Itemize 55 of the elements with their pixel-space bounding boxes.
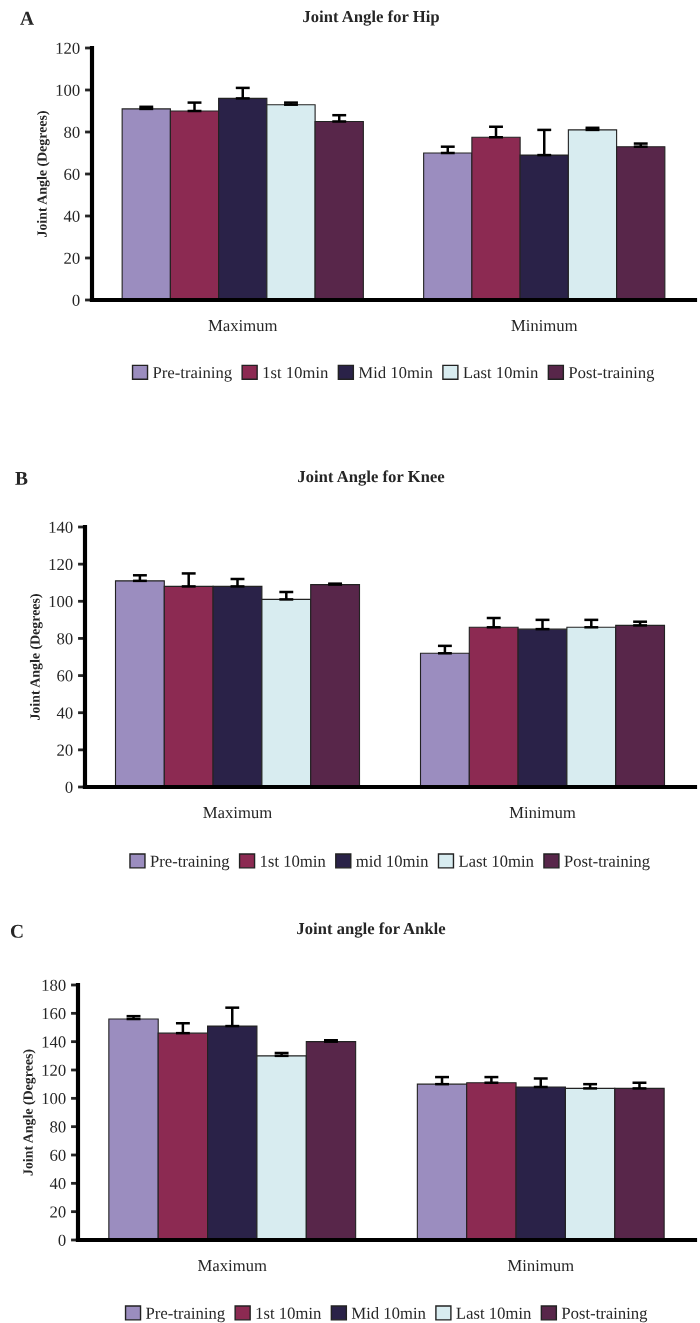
legend-label: Pre-training	[146, 1307, 225, 1323]
text: A	[20, 11, 34, 25]
y-tick-label: 40	[63, 210, 80, 222]
y-tick-label: 120	[49, 558, 73, 571]
legend-label: mid 10min	[356, 855, 429, 867]
legend-label: Pre-training	[153, 367, 232, 382]
y-tick-label: 80	[64, 126, 80, 138]
y-tick-label: 100	[56, 84, 80, 96]
legend-label: Mid 10min	[358, 366, 433, 379]
legend-label: 1st 10min	[261, 855, 326, 867]
y-tick-label: 0	[72, 294, 80, 306]
x-tick-label: Minimum	[507, 1259, 574, 1272]
x-tick-label: Maximum	[203, 806, 272, 819]
y-axis-title: Joint Angle (Degrees)	[36, 111, 50, 237]
y-axis-title: Joint Angle (Degrees)	[29, 594, 43, 720]
x-tick-label: Maximum	[198, 1259, 267, 1272]
text: C	[10, 924, 23, 938]
legend-label: Mid 10min	[351, 1307, 426, 1319]
chart-title: Joint Angle for Knee	[298, 470, 445, 486]
legend-label: Post-training	[564, 855, 650, 871]
legend-label: Last 10min	[456, 1307, 532, 1319]
legend-label: Post-training	[568, 367, 655, 382]
y-tick-label: 120	[42, 1064, 66, 1076]
y-tick-label: 60	[57, 670, 73, 682]
y-tick-label: 160	[42, 1008, 66, 1020]
y-tick-label: 100	[42, 1093, 66, 1105]
chart-title: Joint angle for Ankle	[297, 922, 446, 938]
y-tick-label: 180	[42, 979, 66, 991]
y-tick-label: 20	[57, 744, 73, 756]
text: B	[15, 471, 28, 485]
y-tick-label: 60	[64, 168, 80, 180]
y-tick-label: 20	[64, 252, 80, 264]
y-tick-label: 40	[49, 1178, 66, 1190]
x-tick-label: Minimum	[509, 806, 576, 819]
y-tick-label: 0	[58, 1234, 66, 1246]
legend-label: Last 10min	[463, 366, 539, 379]
legend-label: 1st 10min	[256, 1307, 322, 1319]
legend-label: Pre-training	[150, 855, 230, 871]
y-tick-label: 0	[65, 781, 73, 793]
y-axis-title: Joint Angle (Degrees)	[22, 1049, 36, 1176]
y-tick-label: 140	[49, 521, 73, 533]
legend-label: Post-training	[561, 1307, 648, 1323]
legend-label: Last 10min	[458, 855, 534, 867]
x-tick-label: Minimum	[511, 319, 578, 332]
y-tick-label: 120	[56, 42, 80, 54]
legend-label: 1st 10min	[263, 366, 329, 379]
y-tick-label: 60	[50, 1149, 66, 1161]
y-tick-label: 100	[49, 595, 73, 608]
y-tick-label: 140	[42, 1036, 66, 1048]
x-tick-label: Maximum	[208, 319, 278, 332]
y-tick-label: 80	[50, 1121, 66, 1133]
y-tick-label: 20	[50, 1206, 66, 1218]
y-tick-label: 80	[57, 633, 73, 645]
y-tick-label: 40	[56, 707, 73, 719]
chart-title: Joint Angle for Hip	[303, 10, 439, 26]
